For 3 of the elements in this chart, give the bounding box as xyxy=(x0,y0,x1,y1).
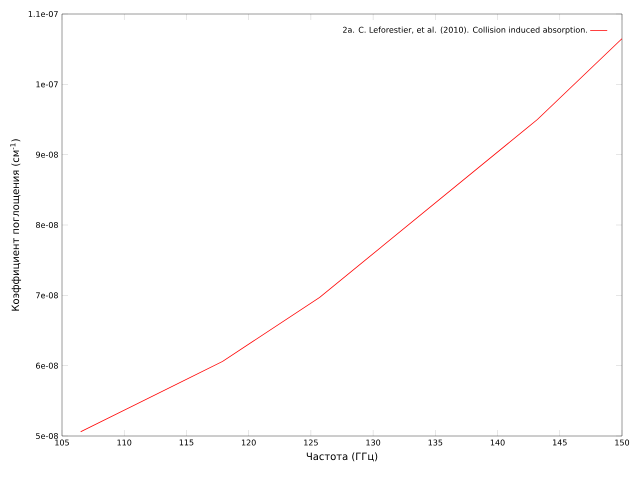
y-axis-title: Коэффициент поглощения (см$^{-1}$) xyxy=(10,139,22,311)
line-series xyxy=(80,38,622,432)
x-axis-title: Частота (ГГц) xyxy=(306,452,378,462)
